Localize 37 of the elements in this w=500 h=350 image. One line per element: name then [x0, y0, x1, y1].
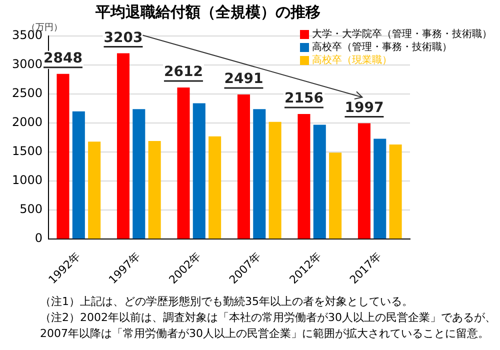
bar	[298, 114, 310, 239]
bar	[253, 109, 266, 239]
text: （注2）2002年以前は、調査対象は「本社の常用労働者が30人以上の民営企業」であるが、 2007年以降は「常用労働者が30人以上の民営企業」に範囲が拡大されていることに留意。	[40, 310, 496, 342]
y-tick-label: 2500	[12, 86, 43, 100]
legend-label: 大学・大学院卒（管理・事務・技術職）	[312, 28, 492, 41]
y-tick-label: 0	[34, 231, 43, 246]
data-label: 2156	[284, 90, 324, 107]
data-label: 2848	[44, 50, 82, 66]
bar	[358, 123, 370, 239]
bar	[192, 103, 206, 239]
bar	[116, 53, 130, 239]
data-label: 1997	[344, 100, 384, 116]
data-label: 3203	[104, 30, 143, 46]
y-tick-label: 3000	[12, 57, 43, 72]
y-tick-label: 500	[20, 202, 43, 216]
bar	[237, 94, 250, 239]
bar	[329, 152, 342, 239]
legend-label: 高校卒（現業職）	[312, 54, 392, 67]
text: （注1）上記は、どの学歴形態別でも勤続35年以上の者を対象としている。	[40, 294, 414, 310]
y-tick-label: 1000	[12, 173, 43, 188]
data-label: 2612	[164, 64, 203, 80]
y-tick-label: 2000	[12, 115, 43, 130]
bar	[208, 136, 222, 239]
bar	[72, 111, 85, 239]
bar	[268, 122, 282, 239]
bar	[313, 124, 326, 239]
bar	[177, 88, 190, 239]
legend-label: 高校卒（管理・事務・技術職）	[312, 41, 452, 54]
bar	[374, 138, 386, 239]
bar	[389, 144, 402, 239]
y-tick-label: 1500	[12, 144, 43, 158]
bar	[148, 141, 161, 239]
bar	[132, 109, 146, 239]
bar	[88, 142, 101, 239]
data-label: 2491	[224, 71, 264, 88]
bar	[56, 74, 70, 239]
chart-title: 平均退職給付額（全規模）の推移	[94, 2, 320, 21]
